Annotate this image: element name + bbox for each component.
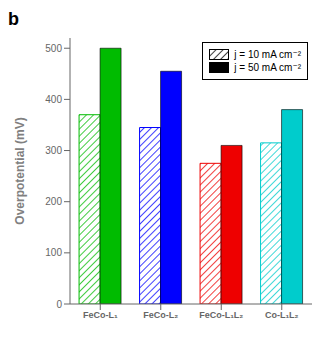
svg-text:300: 300 [45, 145, 62, 156]
svg-text:FeCo-L₁: FeCo-L₁ [83, 310, 118, 320]
svg-text:100: 100 [45, 247, 62, 258]
svg-text:0: 0 [56, 299, 62, 310]
svg-text:FeCo-L₂: FeCo-L₂ [143, 310, 178, 320]
html-text:j = 50 mA cm⁻²: j = 50 mA cm⁻² [234, 62, 301, 73]
svg-text:FeCo-L₁L₂: FeCo-L₁L₂ [199, 310, 243, 320]
html-text:j = 10 mA cm⁻²: j = 10 mA cm⁻² [234, 49, 301, 60]
html-text:b: b [8, 9, 19, 29]
svg-text:400: 400 [45, 94, 62, 105]
svg-text:Co-L₁L₂: Co-L₁L₂ [265, 310, 299, 320]
svg-text:500: 500 [45, 43, 62, 54]
svg-text:Overpotential (mV): Overpotential (mV) [13, 117, 27, 224]
svg-text:200: 200 [45, 196, 62, 207]
